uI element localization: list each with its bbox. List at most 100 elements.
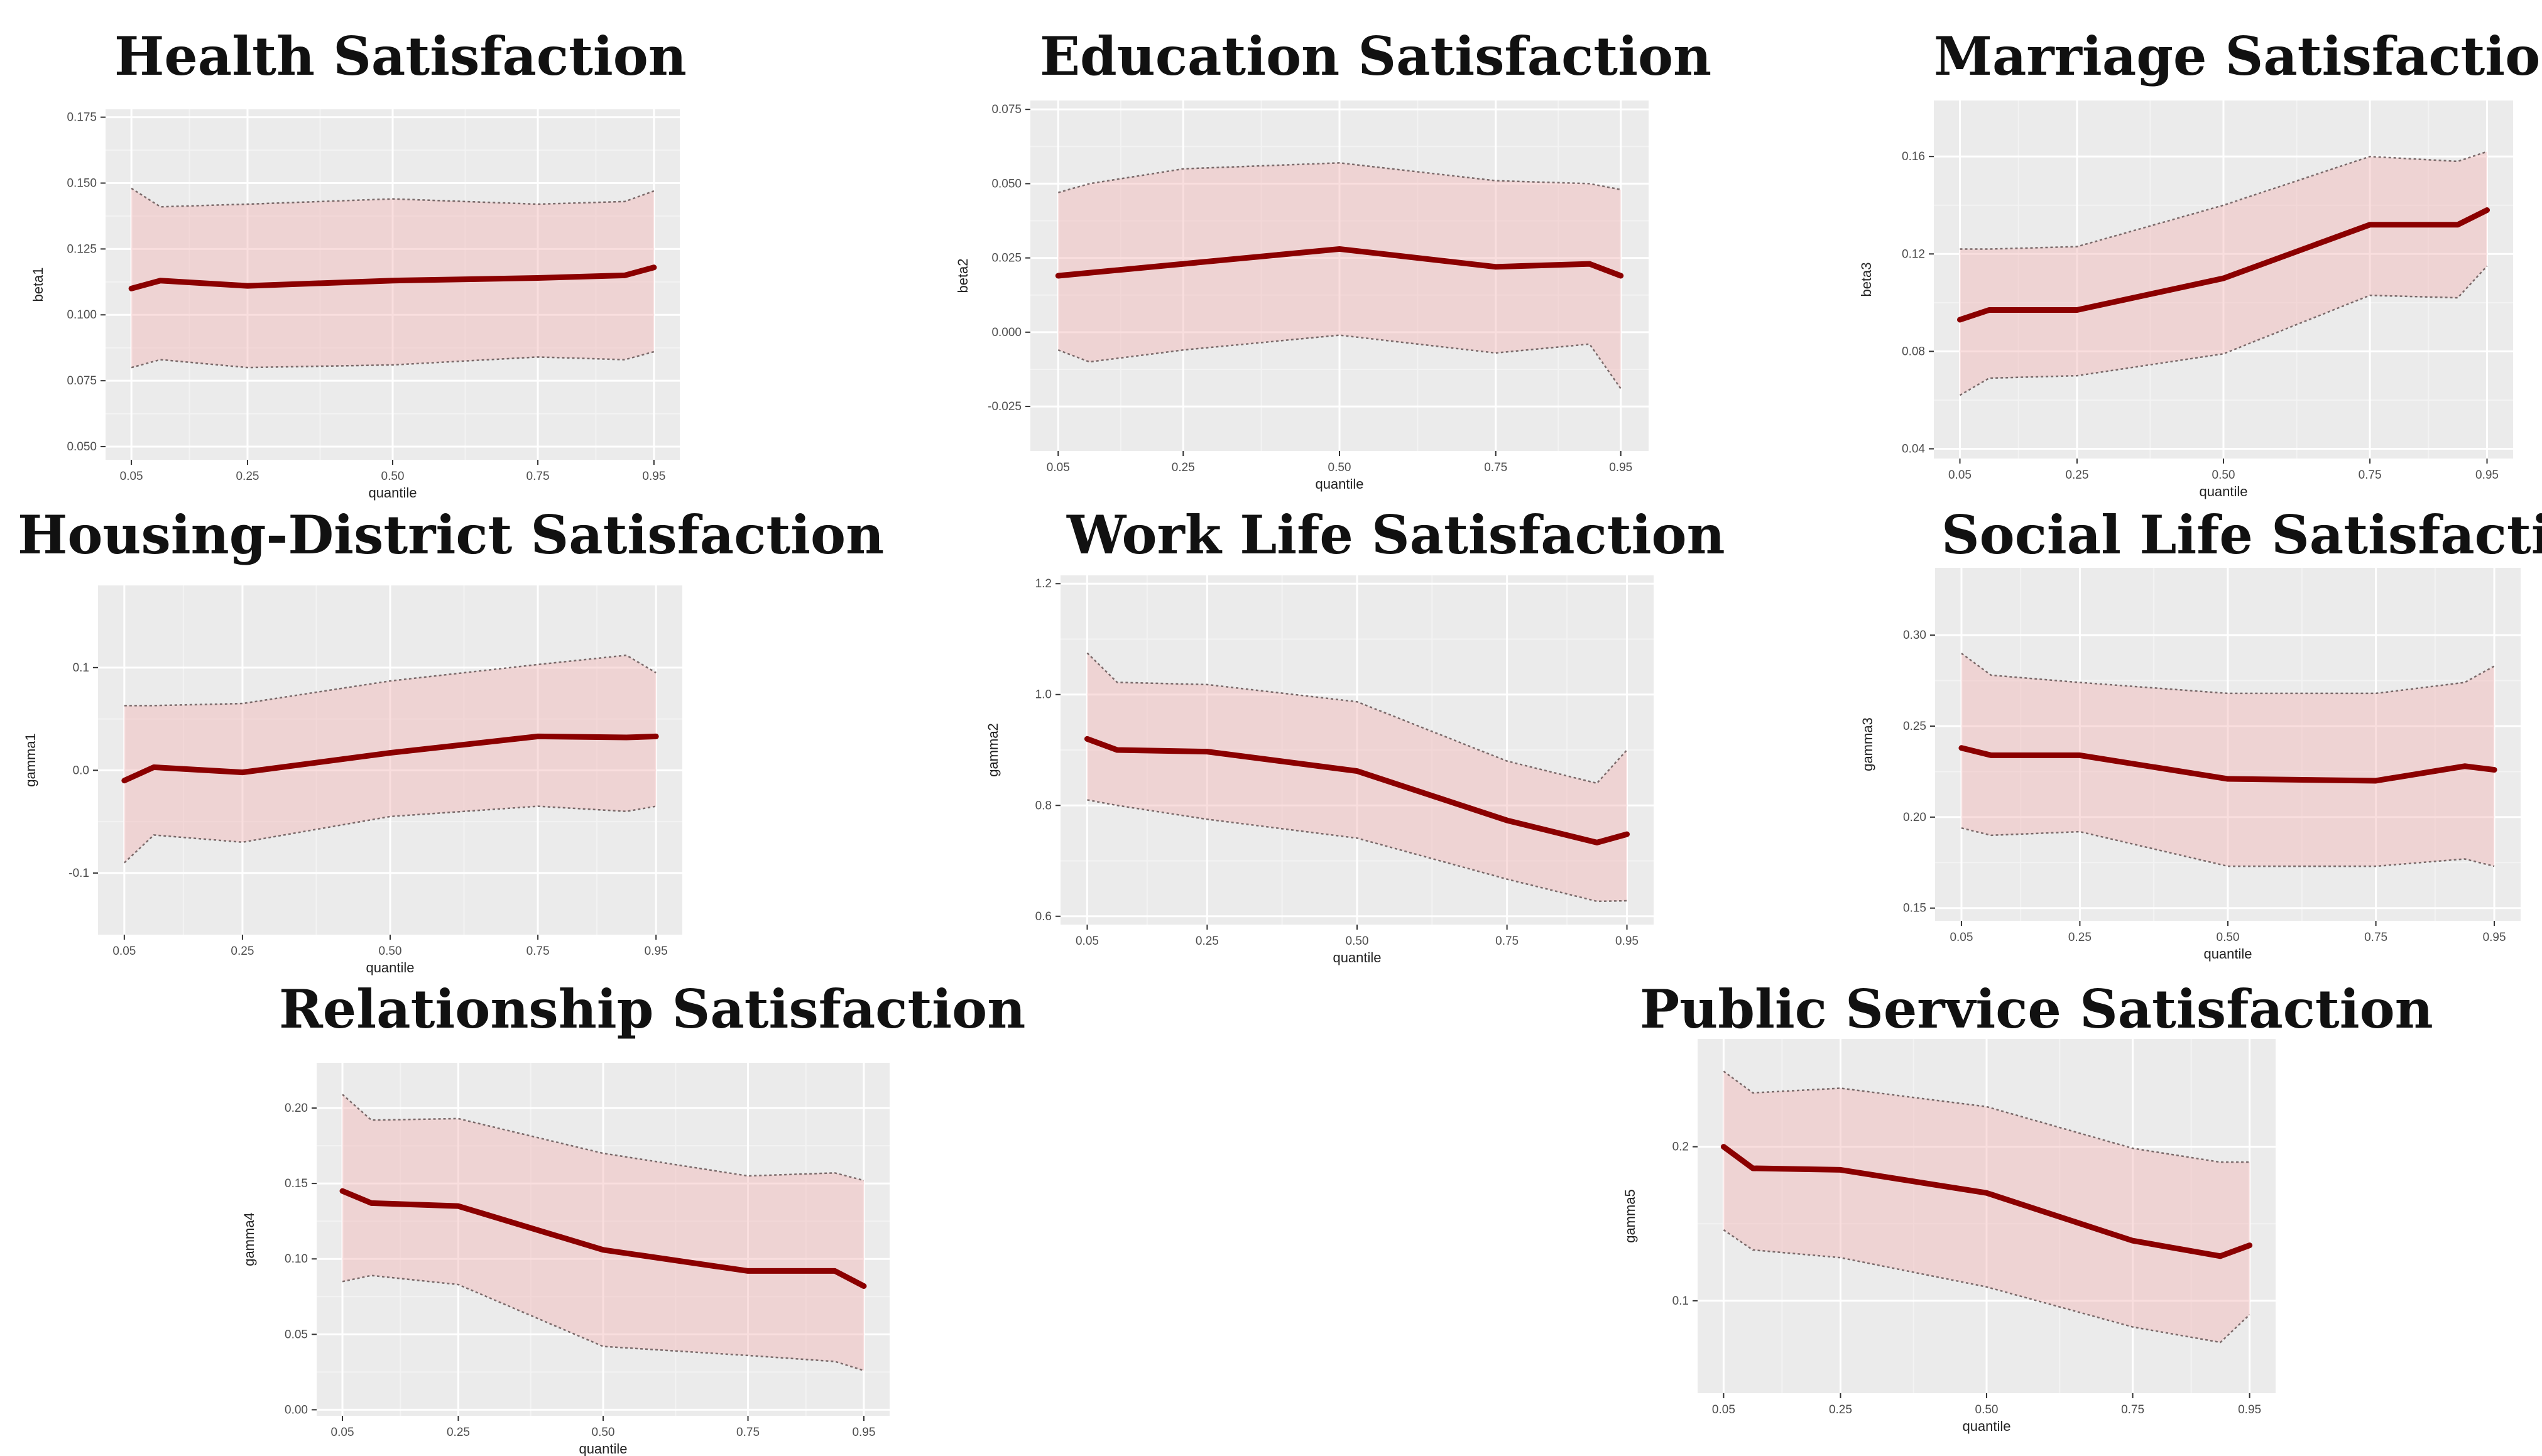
y-axis-label: beta3 [1858, 262, 1874, 296]
x-axis-label: quantile [366, 960, 414, 975]
y-tick-label: 0.025 [991, 252, 1022, 265]
chart-title: Public Service Satisfaction [1640, 978, 2433, 1040]
y-tick-label: 0.2 [1672, 1141, 1689, 1154]
estimate-line [121, 733, 659, 784]
chart-0: 0.05 0.25 0.50 0.75 0.95 0.050 0.075 0.100 0.125… [30, 109, 680, 501]
x-tick-label: 0.75 [2364, 931, 2387, 944]
estimate-line [1958, 745, 2497, 784]
y-tick-label: 0.125 [67, 242, 97, 256]
estimate-line [339, 1188, 867, 1289]
x-tick-label: 0.95 [2483, 931, 2506, 944]
y-tick-label: 0.075 [991, 103, 1022, 116]
x-tick-label: 0.75 [1484, 461, 1507, 474]
x-axis-label: quantile [368, 485, 417, 501]
estimate-line [1956, 207, 2490, 323]
x-tick-label: 0.05 [1948, 469, 1972, 482]
y-tick-label: 0.050 [67, 440, 97, 454]
y-tick-label: 0.1 [73, 661, 89, 675]
y-tick-label: 0.20 [285, 1102, 308, 1115]
confidence-band [1961, 653, 2495, 867]
x-tick-label: 0.05 [1712, 1403, 1735, 1416]
x-tick-label: 0.25 [2065, 469, 2088, 482]
y-tick-label: 0.10 [285, 1252, 308, 1266]
estimate-line [128, 264, 657, 291]
upper-bound-line [1961, 653, 2495, 695]
chart-3: 0.05 0.25 0.50 0.75 0.95 -0.1 0.0 0.1 quantile ga… [23, 585, 682, 975]
x-tick-label: 0.25 [1829, 1403, 1852, 1416]
chart-title: Health Satisfaction [114, 25, 687, 87]
x-tick-label: 0.05 [120, 470, 143, 483]
x-tick-label: 0.05 [331, 1426, 354, 1439]
x-tick-label: 0.75 [526, 945, 550, 958]
lower-bound-line [1961, 827, 2495, 867]
y-axis-label: beta1 [30, 267, 46, 302]
y-tick-label: 0.100 [67, 308, 97, 322]
x-tick-label: 0.50 [2212, 469, 2235, 482]
y-tick-label: 0.0 [73, 764, 89, 777]
y-tick-label: 0.175 [67, 111, 97, 124]
upper-bound-line [124, 654, 657, 707]
x-tick-label: 0.95 [645, 945, 668, 958]
y-tick-label: 0.15 [285, 1177, 308, 1190]
x-axis-label: quantile [2199, 484, 2247, 499]
confidence-band [342, 1094, 864, 1371]
y-axis-label: beta2 [955, 258, 971, 293]
estimate-line [1084, 736, 1630, 845]
y-tick-label: 0.00 [285, 1403, 308, 1416]
x-tick-label: 0.25 [236, 470, 259, 483]
chart-title: Housing-District Satisfaction [18, 504, 885, 566]
x-tick-label: 0.50 [2217, 931, 2240, 944]
chart-title: Relationship Satisfaction [279, 978, 1026, 1040]
x-tick-label: 0.50 [1328, 461, 1351, 474]
x-tick-label: 0.25 [1172, 461, 1195, 474]
y-tick-label: 0.15 [1903, 902, 1926, 915]
confidence-band [1087, 653, 1627, 901]
x-axis-label: quantile [1315, 476, 1363, 492]
confidence-band [1723, 1071, 2250, 1343]
x-tick-label: 0.95 [2238, 1403, 2261, 1416]
chart-2: 0.05 0.25 0.50 0.75 0.95 0.04 0.08 0.12 0.16 quan… [1858, 101, 2513, 499]
chart-4: 0.05 0.25 0.50 0.75 0.95 0.6 0.8 1.0 1.2 quantile… [985, 575, 1654, 965]
x-tick-label: 0.95 [2475, 469, 2499, 482]
y-tick-label: 0.150 [67, 177, 97, 190]
x-tick-label: 0.50 [592, 1426, 615, 1439]
x-tick-label: 0.95 [642, 470, 665, 483]
x-tick-label: 0.75 [1495, 935, 1519, 948]
x-tick-label: 0.50 [1975, 1403, 1999, 1416]
x-tick-label: 0.50 [379, 945, 402, 958]
y-tick-label: -0.1 [68, 867, 89, 880]
chart-6: 0.05 0.25 0.50 0.75 0.95 0.00 0.05 0.10 0.15 0.20… [241, 1063, 890, 1456]
x-tick-label: 0.25 [447, 1426, 470, 1439]
y-tick-label: 0.12 [1902, 247, 1925, 261]
y-axis-label: gamma5 [1622, 1189, 1638, 1243]
chart-title: Social Life Satisfaction [1941, 504, 2542, 566]
y-axis-label: gamma4 [241, 1212, 257, 1266]
upper-bound-line [1086, 652, 1628, 785]
y-tick-label: 0.1 [1672, 1295, 1689, 1308]
lower-bound-line [1087, 799, 1627, 903]
lower-bound-line [1723, 1229, 2250, 1344]
x-tick-label: 0.05 [1950, 931, 1973, 944]
lower-bound-line [123, 805, 657, 864]
y-tick-label: 0.8 [1035, 799, 1052, 812]
chart-title: Work Life Satisfaction [1067, 504, 1725, 566]
x-tick-label: 0.95 [1609, 461, 1632, 474]
x-tick-label: 0.05 [112, 945, 136, 958]
confidence-band [1960, 151, 2487, 396]
chart-1: 0.05 0.25 0.50 0.75 0.95 -0.025 0.000 0.025 0.05… [955, 101, 1649, 492]
x-tick-label: 0.75 [526, 470, 550, 483]
x-tick-label: 0.75 [736, 1426, 760, 1439]
y-tick-label: 0.04 [1902, 442, 1925, 455]
chart-title: Marriage Satisfaction [1934, 25, 2542, 87]
x-tick-label: 0.50 [381, 470, 405, 483]
x-axis-label: quantile [579, 1441, 627, 1456]
chart-title: Education Satisfaction [1040, 25, 1712, 87]
lower-bound-line [131, 350, 655, 369]
y-tick-label: 0.075 [67, 374, 97, 388]
y-tick-label: -0.025 [988, 400, 1022, 413]
chart-5: 0.05 0.25 0.50 0.75 0.95 0.15 0.20 0.25 0.30 quan… [1860, 568, 2521, 962]
upper-bound-line [1057, 162, 1621, 193]
x-tick-label: 0.75 [2359, 469, 2382, 482]
confidence-band [124, 655, 657, 863]
